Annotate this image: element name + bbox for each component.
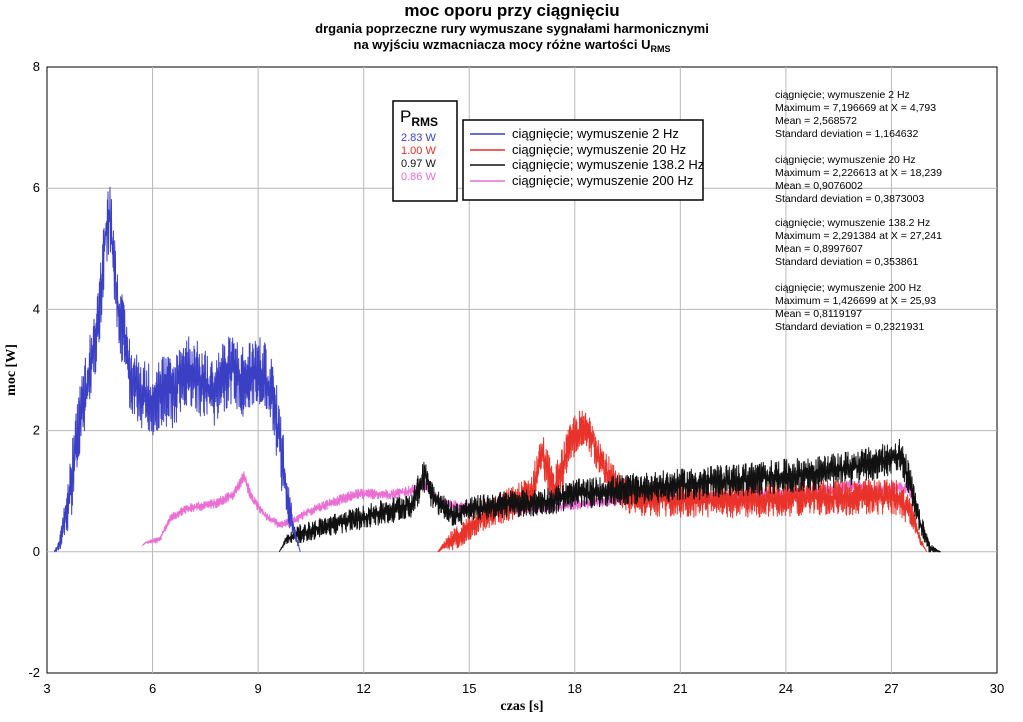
- stats-20hz-mean: Mean = 0,9076002: [775, 180, 863, 192]
- x-tick-label: 3: [43, 681, 50, 696]
- y-axis-label: moc [W]: [4, 344, 19, 396]
- series-line: [278, 438, 941, 553]
- prms-title: PRMS: [400, 107, 438, 129]
- y-tick-label: 6: [33, 180, 40, 195]
- legend-label-2hz: ciągnięcie; wymuszenie 2 Hz: [512, 126, 679, 141]
- prms-frame: [392, 100, 458, 202]
- y-tick-label: 8: [33, 59, 40, 74]
- legend-label-20hz: ciągnięcie; wymuszenie 20 Hz: [512, 142, 686, 157]
- stats-20hz-std: Standard deviation = 0,3873003: [775, 193, 924, 205]
- stats-138hz-std: Standard deviation = 0,353861: [775, 256, 918, 268]
- stats-20hz-maximum: Maximum = 2,226613 at X = 18,239: [775, 167, 942, 179]
- prms-title-main: P: [400, 107, 411, 126]
- subtitle-line2-prefix: na wyjściu wzmacniacza mocy różne wartoś…: [354, 37, 651, 52]
- stats-20hz-header: ciągnięcie; wymuszenie 20 Hz: [775, 154, 916, 166]
- x-tick-label: 18: [568, 681, 582, 696]
- y-tick-label: 0: [33, 544, 40, 559]
- prms-value-2hz: 2.83 W: [401, 132, 436, 144]
- legend: ciągnięcie; wymuszenie 2 Hz ciągnięcie; …: [462, 119, 704, 201]
- stats-138hz-header: ciągnięcie; wymuszenie 138.2 Hz: [775, 217, 930, 229]
- chart-title: moc oporu przy ciągnięciu: [404, 1, 619, 20]
- x-tick-label: 12: [356, 681, 370, 696]
- y-tick-label: -2: [28, 665, 40, 680]
- stats-annotations: ciągnięcie; wymuszenie 2 Hz Maximum = 7,…: [775, 89, 942, 333]
- prms-title-sub: RMS: [411, 115, 438, 129]
- stats-200hz-std: Standard deviation = 0,2321931: [775, 321, 924, 333]
- stats-2hz-maximum: Maximum = 7,196669 at X = 4,793: [775, 102, 936, 114]
- stats-2hz-header: ciągnięcie; wymuszenie 2 Hz: [775, 89, 910, 101]
- prms-value-138hz: 0.97 W: [401, 158, 436, 170]
- x-tick-label: 27: [884, 681, 898, 696]
- prms-box: PRMS 2.83 W 1.00 W 0.97 W 0.86 W: [392, 100, 458, 202]
- y-tick-label: 4: [33, 301, 40, 316]
- x-tick-label: 21: [673, 681, 687, 696]
- x-tick-label: 9: [254, 681, 261, 696]
- legend-label-138hz: ciągnięcie; wymuszenie 138.2 Hz: [512, 157, 704, 172]
- series-layer: [53, 186, 941, 553]
- y-tick-label: 2: [33, 423, 40, 438]
- subtitle-line2-sub: RMS: [650, 44, 670, 54]
- stats-138hz-maximum: Maximum = 2,291384 at X = 27,241: [775, 230, 942, 242]
- x-tick-label: 24: [779, 681, 793, 696]
- stats-138hz-mean: Mean = 0,8997607: [775, 243, 863, 255]
- chart-subtitle-line2: na wyjściu wzmacniacza mocy różne wartoś…: [354, 37, 671, 54]
- stats-2hz-std: Standard deviation = 1,164632: [775, 128, 918, 140]
- series-line: [53, 186, 301, 553]
- stats-200hz-maximum: Maximum = 1,426699 at X = 25,93: [775, 295, 936, 307]
- stats-2hz-mean: Mean = 2,568572: [775, 115, 857, 127]
- legend-frame: [462, 119, 704, 201]
- legend-label-200hz: ciągnięcie; wymuszenie 200 Hz: [512, 173, 693, 188]
- x-tick-label: 6: [149, 681, 156, 696]
- chart-subtitle-line1: drgania poprzeczne rury wymuszane sygnał…: [315, 21, 709, 36]
- prms-value-200hz: 0.86 W: [401, 171, 436, 183]
- grid: [47, 67, 997, 673]
- x-axis-label: czas [s]: [500, 699, 543, 714]
- x-tick-label: 30: [990, 681, 1004, 696]
- stats-200hz-header: ciągnięcie; wymuszenie 200 Hz: [775, 282, 922, 294]
- x-tick-label: 15: [462, 681, 476, 696]
- prms-value-20hz: 1.00 W: [401, 145, 436, 157]
- stats-200hz-mean: Mean = 0,8119197: [775, 308, 862, 320]
